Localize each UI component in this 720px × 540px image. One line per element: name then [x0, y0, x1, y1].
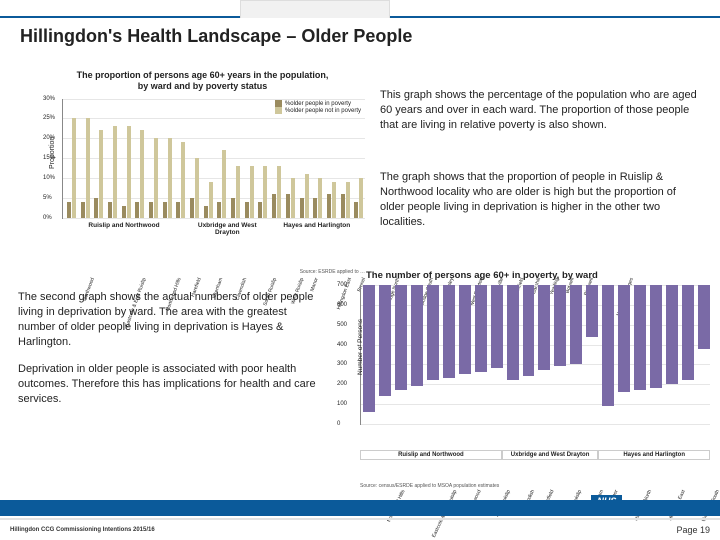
paragraph-left-1: The second graph shows the actual number… [18, 290, 318, 349]
chart1-xlabels: NorthwoodEastcote & East RuislipNorthwoo… [62, 275, 365, 281]
chart1-title-l2: by ward and by poverty status [40, 81, 365, 92]
chart2-plot: Number of Persons 0100200300400500600700 [360, 285, 710, 425]
tab [240, 0, 390, 18]
paragraph-right-1: This graph shows the percentage of the p… [380, 88, 700, 133]
chart-numbers: The number of persons age 60+ in poverty… [330, 270, 710, 489]
chart2-localities: Ruislip and NorthwoodUxbridge and West D… [360, 450, 710, 460]
chart1-plot: Proportion 0%5%10%15%20%25%30% [62, 99, 365, 219]
chart1-title-l1: The proportion of persons age 60+ years … [40, 70, 365, 81]
paragraph-right-2: The graph shows that the proportion of p… [380, 170, 700, 229]
page-title: Hillingdon's Health Landscape – Older Pe… [20, 26, 412, 47]
chart-proportion: The proportion of persons age 60+ years … [40, 70, 365, 275]
page-number: Page 19 [676, 525, 710, 535]
tab-bar [0, 0, 720, 18]
footer: Hillingdon CCG Commissioning Intentions … [0, 500, 720, 540]
chart2-title: The number of persons age 60+ in poverty… [366, 270, 710, 281]
footer-left: Hillingdon CCG Commissioning Intentions … [10, 527, 155, 533]
paragraph-left-2: Deprivation in older people is associate… [18, 362, 318, 407]
